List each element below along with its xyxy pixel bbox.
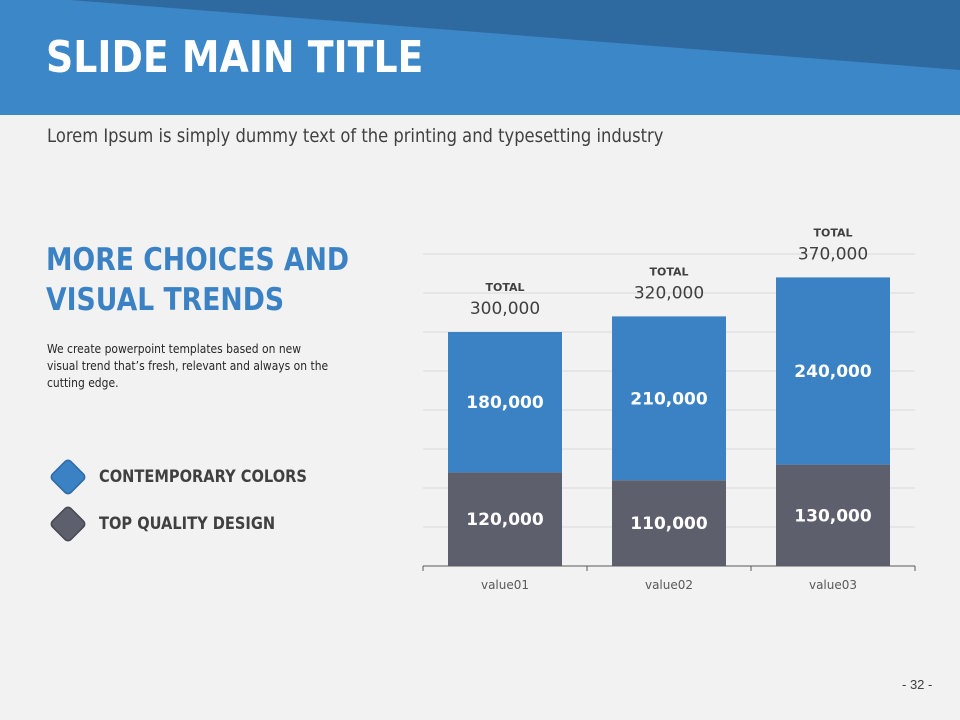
blue-diamond-icon xyxy=(50,459,86,495)
bar-segment xyxy=(612,316,726,481)
bar-segment xyxy=(448,332,562,473)
bar-value-label: 180,000 xyxy=(466,393,544,413)
category-label: value02 xyxy=(645,578,693,592)
total-label: TOTAL xyxy=(649,265,688,278)
section-heading: MORE CHOICES AND VISUAL TRENDS xyxy=(46,240,350,320)
bar-segment xyxy=(612,480,726,566)
stacked-bar-chart: 120,000 180,000 TOTAL 300,000 value01 110,000… xyxy=(422,226,916,592)
bar-value-label: 210,000 xyxy=(630,389,708,409)
total-value: 320,000 xyxy=(634,283,704,303)
total-label: TOTAL xyxy=(813,226,852,239)
legend-label: TOP QUALITY DESIGN xyxy=(99,514,276,534)
bar-segment xyxy=(776,277,890,465)
bar-value-label: 240,000 xyxy=(794,362,872,382)
section-heading-line-2: VISUAL TRENDS xyxy=(46,282,285,318)
page-number: - 32 - xyxy=(902,677,933,692)
bar-segment xyxy=(776,464,890,566)
bar-segment xyxy=(448,472,562,566)
section-body-text: We create powerpoint templates based on … xyxy=(47,341,329,390)
slide-subtitle: Lorem Ipsum is simply dummy text of the … xyxy=(47,125,664,147)
slide-title: SLIDE MAIN TITLE xyxy=(46,32,424,83)
legend-label: CONTEMPORARY COLORS xyxy=(99,467,307,487)
category-label: value03 xyxy=(809,578,857,592)
bar-value-label: 120,000 xyxy=(466,510,544,530)
header-background xyxy=(0,0,960,115)
gray-diamond-icon xyxy=(50,506,86,542)
bar-value-label: 110,000 xyxy=(630,514,708,534)
bar-value-label: 130,000 xyxy=(794,506,872,526)
section-heading-line-1: MORE CHOICES AND xyxy=(46,242,350,278)
total-value: 370,000 xyxy=(798,244,868,264)
category-label: value01 xyxy=(481,578,529,592)
header-bar xyxy=(0,0,960,115)
total-value: 300,000 xyxy=(470,299,540,319)
total-label: TOTAL xyxy=(485,281,524,294)
